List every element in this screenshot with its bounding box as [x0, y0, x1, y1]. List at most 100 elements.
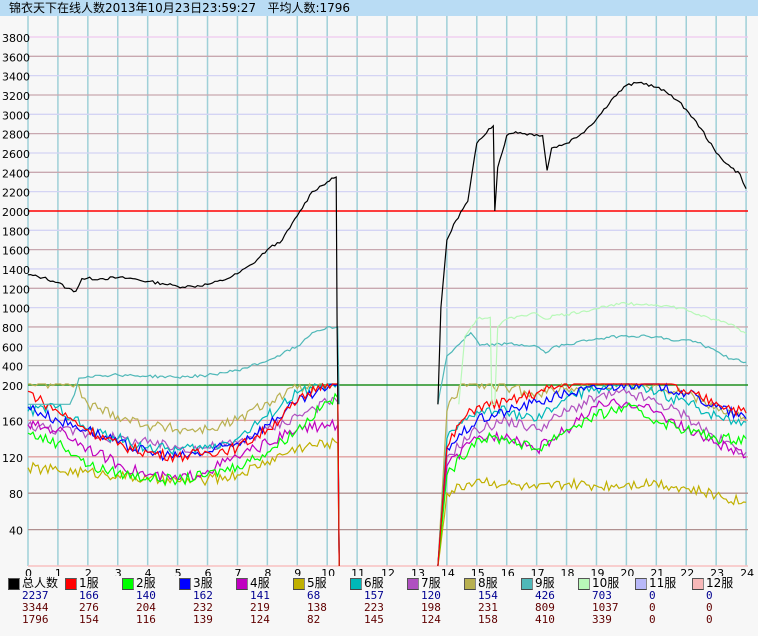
- legend: 总人数 2237 3344 1796 1服 166 276 154 2服 140 204 116 3服 1…: [0, 576, 758, 636]
- current-count: 166: [79, 589, 99, 602]
- legend-label: 6服: [364, 576, 384, 590]
- series-line-9服: [28, 326, 340, 405]
- max-count: 231: [478, 601, 498, 614]
- y-tick-label-upper: 600: [2, 341, 23, 354]
- max-count: 223: [364, 601, 384, 614]
- legend-label: 4服: [250, 576, 270, 590]
- y-tick-label-upper: 1600: [2, 245, 30, 258]
- series-line-总人数: [27, 176, 339, 405]
- average-count: 410: [535, 613, 555, 626]
- average-count: 116: [136, 613, 156, 626]
- max-count: 198: [421, 601, 441, 614]
- x-tick-label: 8: [264, 567, 271, 576]
- current-count: 0: [706, 589, 713, 602]
- y-tick-label-upper: 400: [2, 361, 23, 374]
- average-count: 154: [79, 613, 99, 626]
- x-tick-label: 13: [411, 567, 425, 576]
- y-tick-label-upper: 3200: [2, 90, 30, 103]
- y-tick-label-lower: 80: [9, 488, 23, 501]
- current-count: 703: [592, 589, 612, 602]
- current-count: 426: [535, 589, 555, 602]
- x-tick-label: 9: [294, 567, 301, 576]
- chart-header: 锦衣天下在线人数2013年10月23日23:59:27 平均人数:1796: [0, 0, 758, 16]
- current-count: 141: [250, 589, 270, 602]
- y-tick-label-lower: 120: [2, 452, 23, 465]
- legend-swatch: [578, 578, 590, 590]
- series-line-1服: [27, 382, 340, 567]
- current-count: 140: [136, 589, 156, 602]
- legend-swatch: [8, 578, 20, 590]
- y-tick-label-lower: 160: [2, 415, 23, 428]
- y-tick-label-upper: 3400: [2, 71, 30, 84]
- max-count: 219: [250, 601, 270, 614]
- legend-label: 8服: [478, 576, 498, 590]
- average-count: 124: [250, 613, 270, 626]
- y-tick-label-upper: 3600: [2, 51, 30, 64]
- y-tick-label-upper: 1200: [2, 283, 30, 296]
- average-count: 0: [706, 613, 713, 626]
- legend-swatch: [350, 578, 362, 590]
- x-tick-label: 21: [650, 567, 664, 576]
- max-count: 0: [649, 601, 656, 614]
- series-line-5服: [437, 476, 747, 567]
- legend-label: 总人数: [22, 576, 59, 590]
- x-tick-label: 14: [441, 567, 455, 576]
- legend-swatch: [65, 578, 77, 590]
- legend-swatch: [179, 578, 191, 590]
- average-players: 平均人数:1796: [267, 1, 351, 15]
- max-count: 204: [136, 601, 156, 614]
- x-tick-label: 10: [321, 567, 335, 576]
- max-count: 232: [193, 601, 213, 614]
- x-tick-label: 0: [25, 567, 32, 576]
- y-tick-label-upper: 3000: [2, 109, 30, 122]
- legend-label: 10服: [592, 576, 620, 590]
- max-count: 1037: [592, 601, 619, 614]
- legend-swatch: [122, 578, 134, 590]
- y-tick-label-upper: 800: [2, 322, 23, 335]
- x-tick-label: 24: [740, 567, 754, 576]
- current-count: 154: [478, 589, 498, 602]
- series-line-2服: [27, 392, 340, 567]
- x-tick-label: 18: [561, 567, 575, 576]
- x-tick-label: 23: [710, 567, 724, 576]
- current-count: 2237: [22, 589, 49, 602]
- y-tick-label-upper: 2800: [2, 129, 30, 142]
- max-count: 138: [307, 601, 327, 614]
- y-tick-label-upper: 2000: [2, 206, 30, 219]
- average-count: 0: [649, 613, 656, 626]
- average-count: 139: [193, 613, 213, 626]
- x-tick-label: 15: [471, 567, 485, 576]
- x-tick-label: 19: [590, 567, 604, 576]
- legend-label: 1服: [79, 576, 99, 590]
- x-tick-label: 20: [620, 567, 634, 576]
- legend-label: 9服: [535, 576, 555, 590]
- x-tick-label: 6: [205, 567, 212, 576]
- x-tick-label: 16: [501, 567, 515, 576]
- average-count: 145: [364, 613, 384, 626]
- y-tick-label-upper: 1000: [2, 303, 30, 316]
- max-count: 3344: [22, 601, 49, 614]
- legend-label: 2服: [136, 576, 156, 590]
- x-tick-label: 17: [531, 567, 545, 576]
- x-tick-label: 5: [175, 567, 182, 576]
- max-count: 276: [79, 601, 99, 614]
- y-tick-label-upper: 2200: [2, 187, 30, 200]
- legend-swatch: [236, 578, 248, 590]
- current-count: 157: [364, 589, 384, 602]
- legend-swatch: [692, 578, 704, 590]
- legend-swatch: [464, 578, 476, 590]
- legend-swatch: [293, 578, 305, 590]
- max-count: 0: [706, 601, 713, 614]
- x-tick-label: 4: [145, 567, 152, 576]
- x-tick-label: 3: [115, 567, 122, 576]
- legend-swatch: [521, 578, 533, 590]
- average-count: 339: [592, 613, 612, 626]
- legend-label: 7服: [421, 576, 441, 590]
- x-tick-label: 22: [680, 567, 694, 576]
- series-line-9服: [437, 331, 747, 405]
- legend-label: 12服: [706, 576, 734, 590]
- average-count: 124: [421, 613, 441, 626]
- average-count: 1796: [22, 613, 49, 626]
- series-line-4服: [27, 418, 340, 567]
- legend-swatch: [635, 578, 647, 590]
